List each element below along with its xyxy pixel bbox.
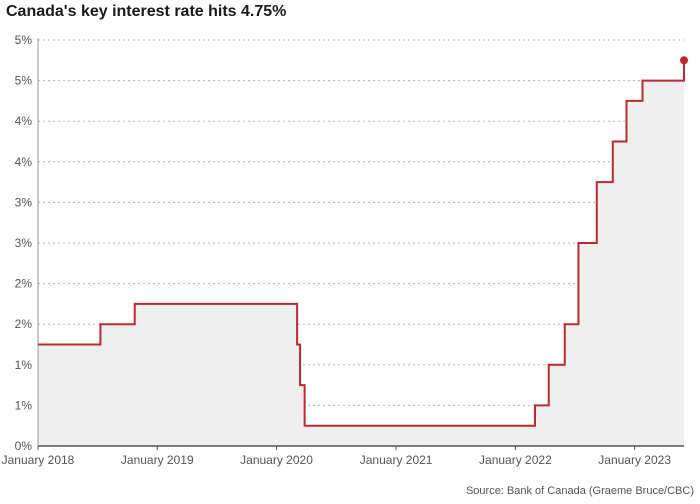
y-tick-label: 3% bbox=[15, 195, 33, 209]
rate-area bbox=[38, 60, 684, 447]
y-axis-ticks: 0% 1% 1% 2% 2% 3% 3% 4% 4% 5% 5% bbox=[15, 33, 33, 453]
y-tick-label: 2% bbox=[15, 317, 33, 331]
x-tick-label: January 2022 bbox=[479, 453, 552, 467]
y-tick-label: 1% bbox=[15, 358, 33, 372]
x-tick-label: January 2021 bbox=[360, 453, 433, 467]
y-tick-label: 3% bbox=[15, 236, 33, 250]
x-tick-label: January 2020 bbox=[240, 453, 313, 467]
x-tick-label: January 2018 bbox=[2, 453, 75, 467]
y-tick-label: 5% bbox=[15, 74, 33, 88]
y-tick-label: 5% bbox=[15, 33, 33, 47]
y-tick-label: 1% bbox=[15, 398, 33, 412]
x-tick-label: January 2019 bbox=[121, 453, 194, 467]
y-tick-label: 0% bbox=[15, 439, 33, 453]
latest-rate-point bbox=[680, 56, 688, 65]
x-tick-label: January 2023 bbox=[598, 453, 671, 467]
y-tick-label: 4% bbox=[15, 114, 33, 128]
chart-title: Canada's key interest rate hits 4.75% bbox=[6, 3, 287, 20]
x-axis-ticks: January 2018 January 2019 January 2020 Janu… bbox=[2, 446, 671, 467]
y-tick-label: 2% bbox=[15, 277, 33, 291]
rate-line bbox=[38, 60, 685, 427]
chart-source: Source: Bank of Canada (Graeme Bruce/CBC… bbox=[465, 485, 694, 497]
y-tick-label: 4% bbox=[15, 155, 33, 169]
